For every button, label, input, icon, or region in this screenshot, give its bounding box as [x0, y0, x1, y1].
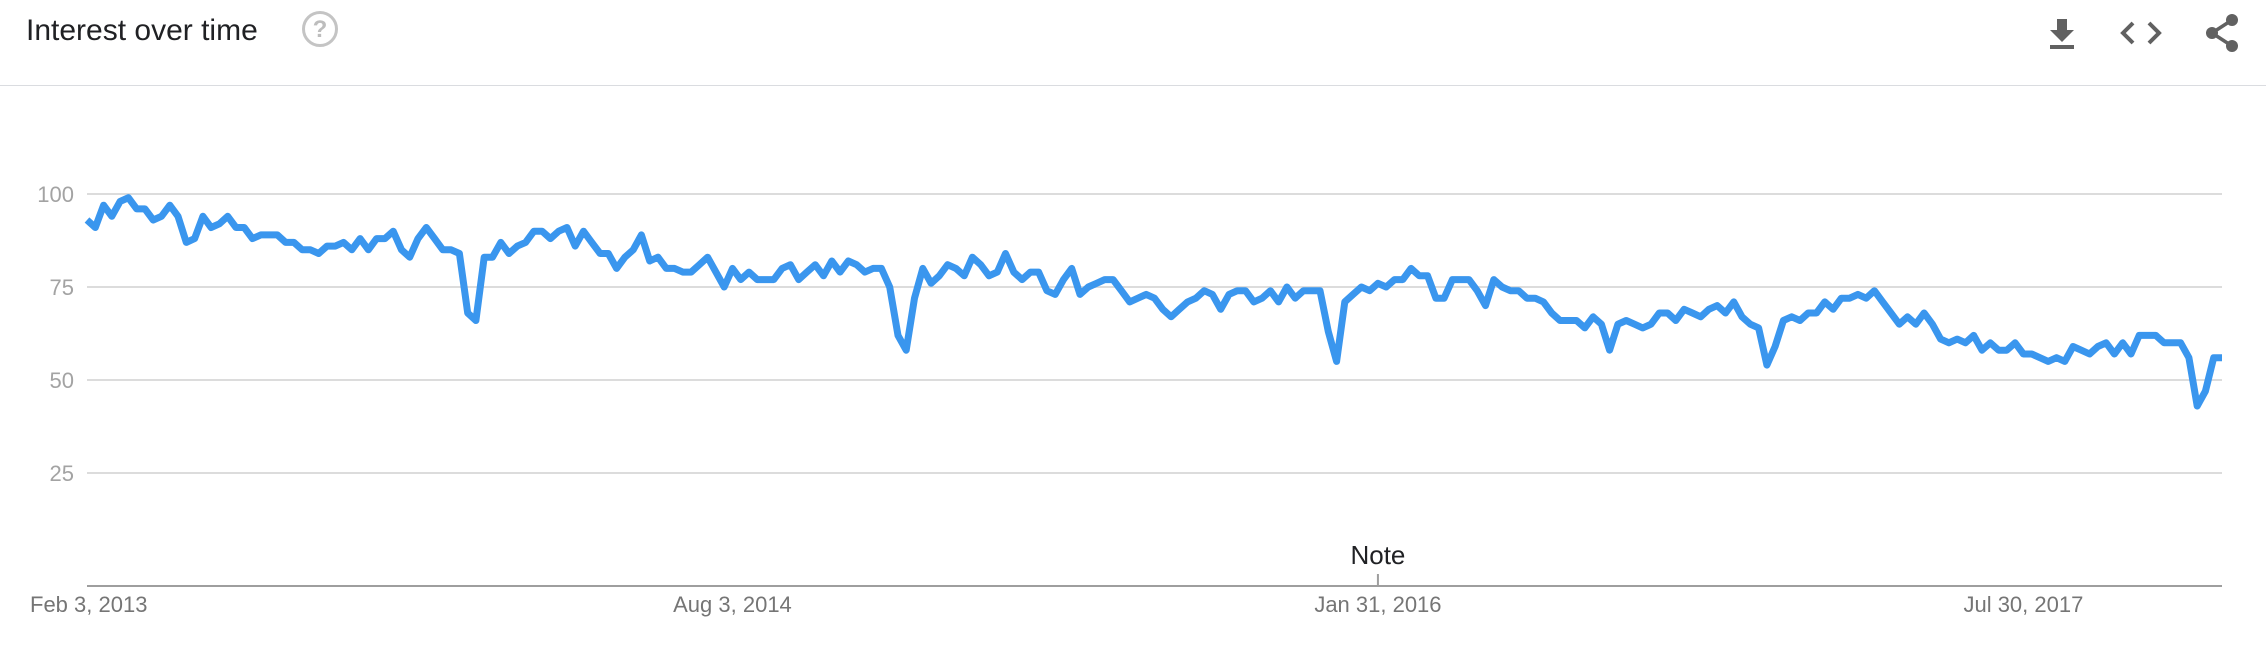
- x-tick-label: Jan 31, 2016: [1314, 592, 1441, 617]
- x-tick-label: Feb 3, 2013: [30, 592, 147, 617]
- line-chart: 25 50 75 100 Feb 3, 2013 Aug 3, 2014 Jan 31, …: [30, 182, 2222, 617]
- chart-title: Interest over time: [26, 14, 258, 47]
- x-tick-label: Aug 3, 2014: [673, 592, 792, 617]
- y-tick-label: 100: [37, 182, 74, 207]
- share-icon[interactable]: [2199, 10, 2245, 56]
- y-tick-label: 50: [50, 368, 74, 393]
- y-tick-label: 75: [50, 275, 74, 300]
- note-annotation: Note: [1350, 540, 1405, 570]
- help-icon[interactable]: ?: [302, 11, 338, 47]
- download-icon[interactable]: [2039, 10, 2085, 56]
- x-tick-label: Jul 30, 2017: [1963, 592, 2083, 617]
- header: Interest over time ?: [0, 0, 2266, 86]
- embed-icon[interactable]: [2118, 10, 2164, 56]
- y-tick-label: 25: [50, 461, 74, 486]
- series-line-0: [84, 194, 2222, 410]
